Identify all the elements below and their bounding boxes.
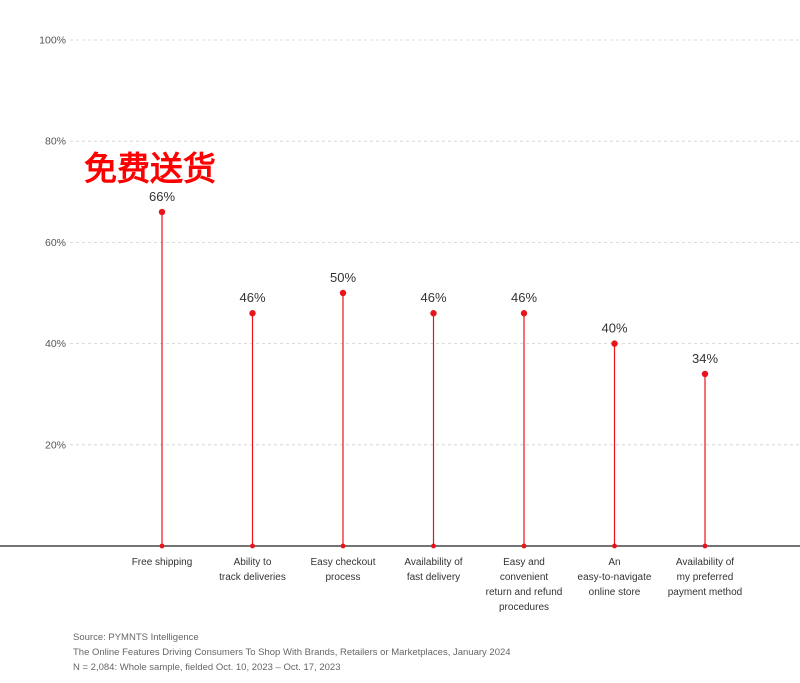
lollipop-dot: [701, 370, 709, 378]
y-tick-label: 20%: [45, 439, 66, 451]
lollipop-base-dot: [340, 543, 346, 549]
category-label-line: Easy checkout: [310, 557, 375, 568]
value-label: 46%: [239, 290, 265, 305]
x-axis-category-labels: Free shipping Ability to track deliveries E…: [132, 557, 743, 613]
sample-note: N = 2,084: Whole sample, fielded Oct. 10…: [73, 662, 341, 673]
category-label: Easy and convenient return and refund proce…: [486, 557, 563, 613]
category-label-line: process: [325, 572, 360, 583]
value-label: 46%: [511, 290, 537, 305]
lollipop-base-dot: [612, 543, 617, 549]
category-label-line: Availability of: [676, 557, 734, 568]
category-label-line: Free shipping: [132, 557, 193, 568]
lollipop-dot: [158, 208, 166, 216]
lollipop-dot: [430, 310, 437, 317]
chart-footer: Source: PYMNTS Intelligence The Online F…: [73, 630, 511, 675]
y-tick-label: 40%: [45, 338, 66, 350]
lollipop-dot: [339, 289, 347, 297]
value-label: 40%: [601, 321, 627, 336]
lollipop-dot: [611, 340, 618, 347]
category-label: Easy checkout process: [310, 557, 375, 583]
category-label-line: convenient: [500, 572, 549, 583]
category-label-line: payment method: [668, 587, 743, 598]
category-label-line: easy-to-navigate: [578, 572, 652, 583]
category-label-line: return and refund: [486, 587, 563, 598]
annotation-text: 免费送货: [84, 149, 216, 188]
value-label: 34%: [692, 351, 718, 366]
category-label: An easy-to-navigate online store: [578, 557, 652, 598]
category-label: Ability to track deliveries: [219, 557, 286, 583]
value-label: 50%: [330, 270, 356, 285]
gridlines: [70, 39, 800, 446]
category-label-line: Availability of: [404, 557, 462, 568]
category-label-line: my preferred: [677, 572, 734, 583]
category-label-line: online store: [589, 587, 641, 598]
category-label: Availability of my preferred payment metho…: [668, 557, 743, 598]
category-label-line: Ability to: [234, 557, 272, 568]
lollipop-base-dot: [431, 543, 436, 549]
value-label: 66%: [149, 189, 175, 204]
lollipop-base-dot: [521, 543, 527, 549]
category-label-line: Easy and: [503, 557, 545, 568]
y-tick-label: 60%: [45, 237, 66, 249]
y-tick-label: 80%: [45, 136, 66, 148]
lollipop-dot: [520, 310, 528, 317]
report-title-note: The Online Features Driving Consumers To…: [73, 647, 511, 658]
source-note: Source: PYMNTS Intelligence: [73, 632, 199, 643]
lollipop-stems: [158, 208, 709, 549]
y-axis-tick-labels: 20% 40% 60% 80% 100%: [39, 35, 66, 452]
value-labels: 66% 46% 50% 46% 46% 40% 34%: [149, 189, 718, 366]
lollipop-dot: [249, 310, 256, 317]
lollipop-base-dot: [250, 543, 255, 549]
category-label-line: fast delivery: [407, 572, 460, 583]
category-label: Availability of fast delivery: [404, 557, 462, 583]
value-label: 46%: [420, 290, 446, 305]
y-tick-label: 100%: [39, 35, 66, 47]
category-label: Free shipping: [132, 557, 193, 568]
lollipop-base-dot: [702, 543, 708, 549]
category-label-line: track deliveries: [219, 572, 286, 583]
category-label-line: procedures: [499, 602, 549, 613]
category-label-line: An: [608, 557, 620, 568]
lollipop-base-dot: [159, 543, 165, 549]
